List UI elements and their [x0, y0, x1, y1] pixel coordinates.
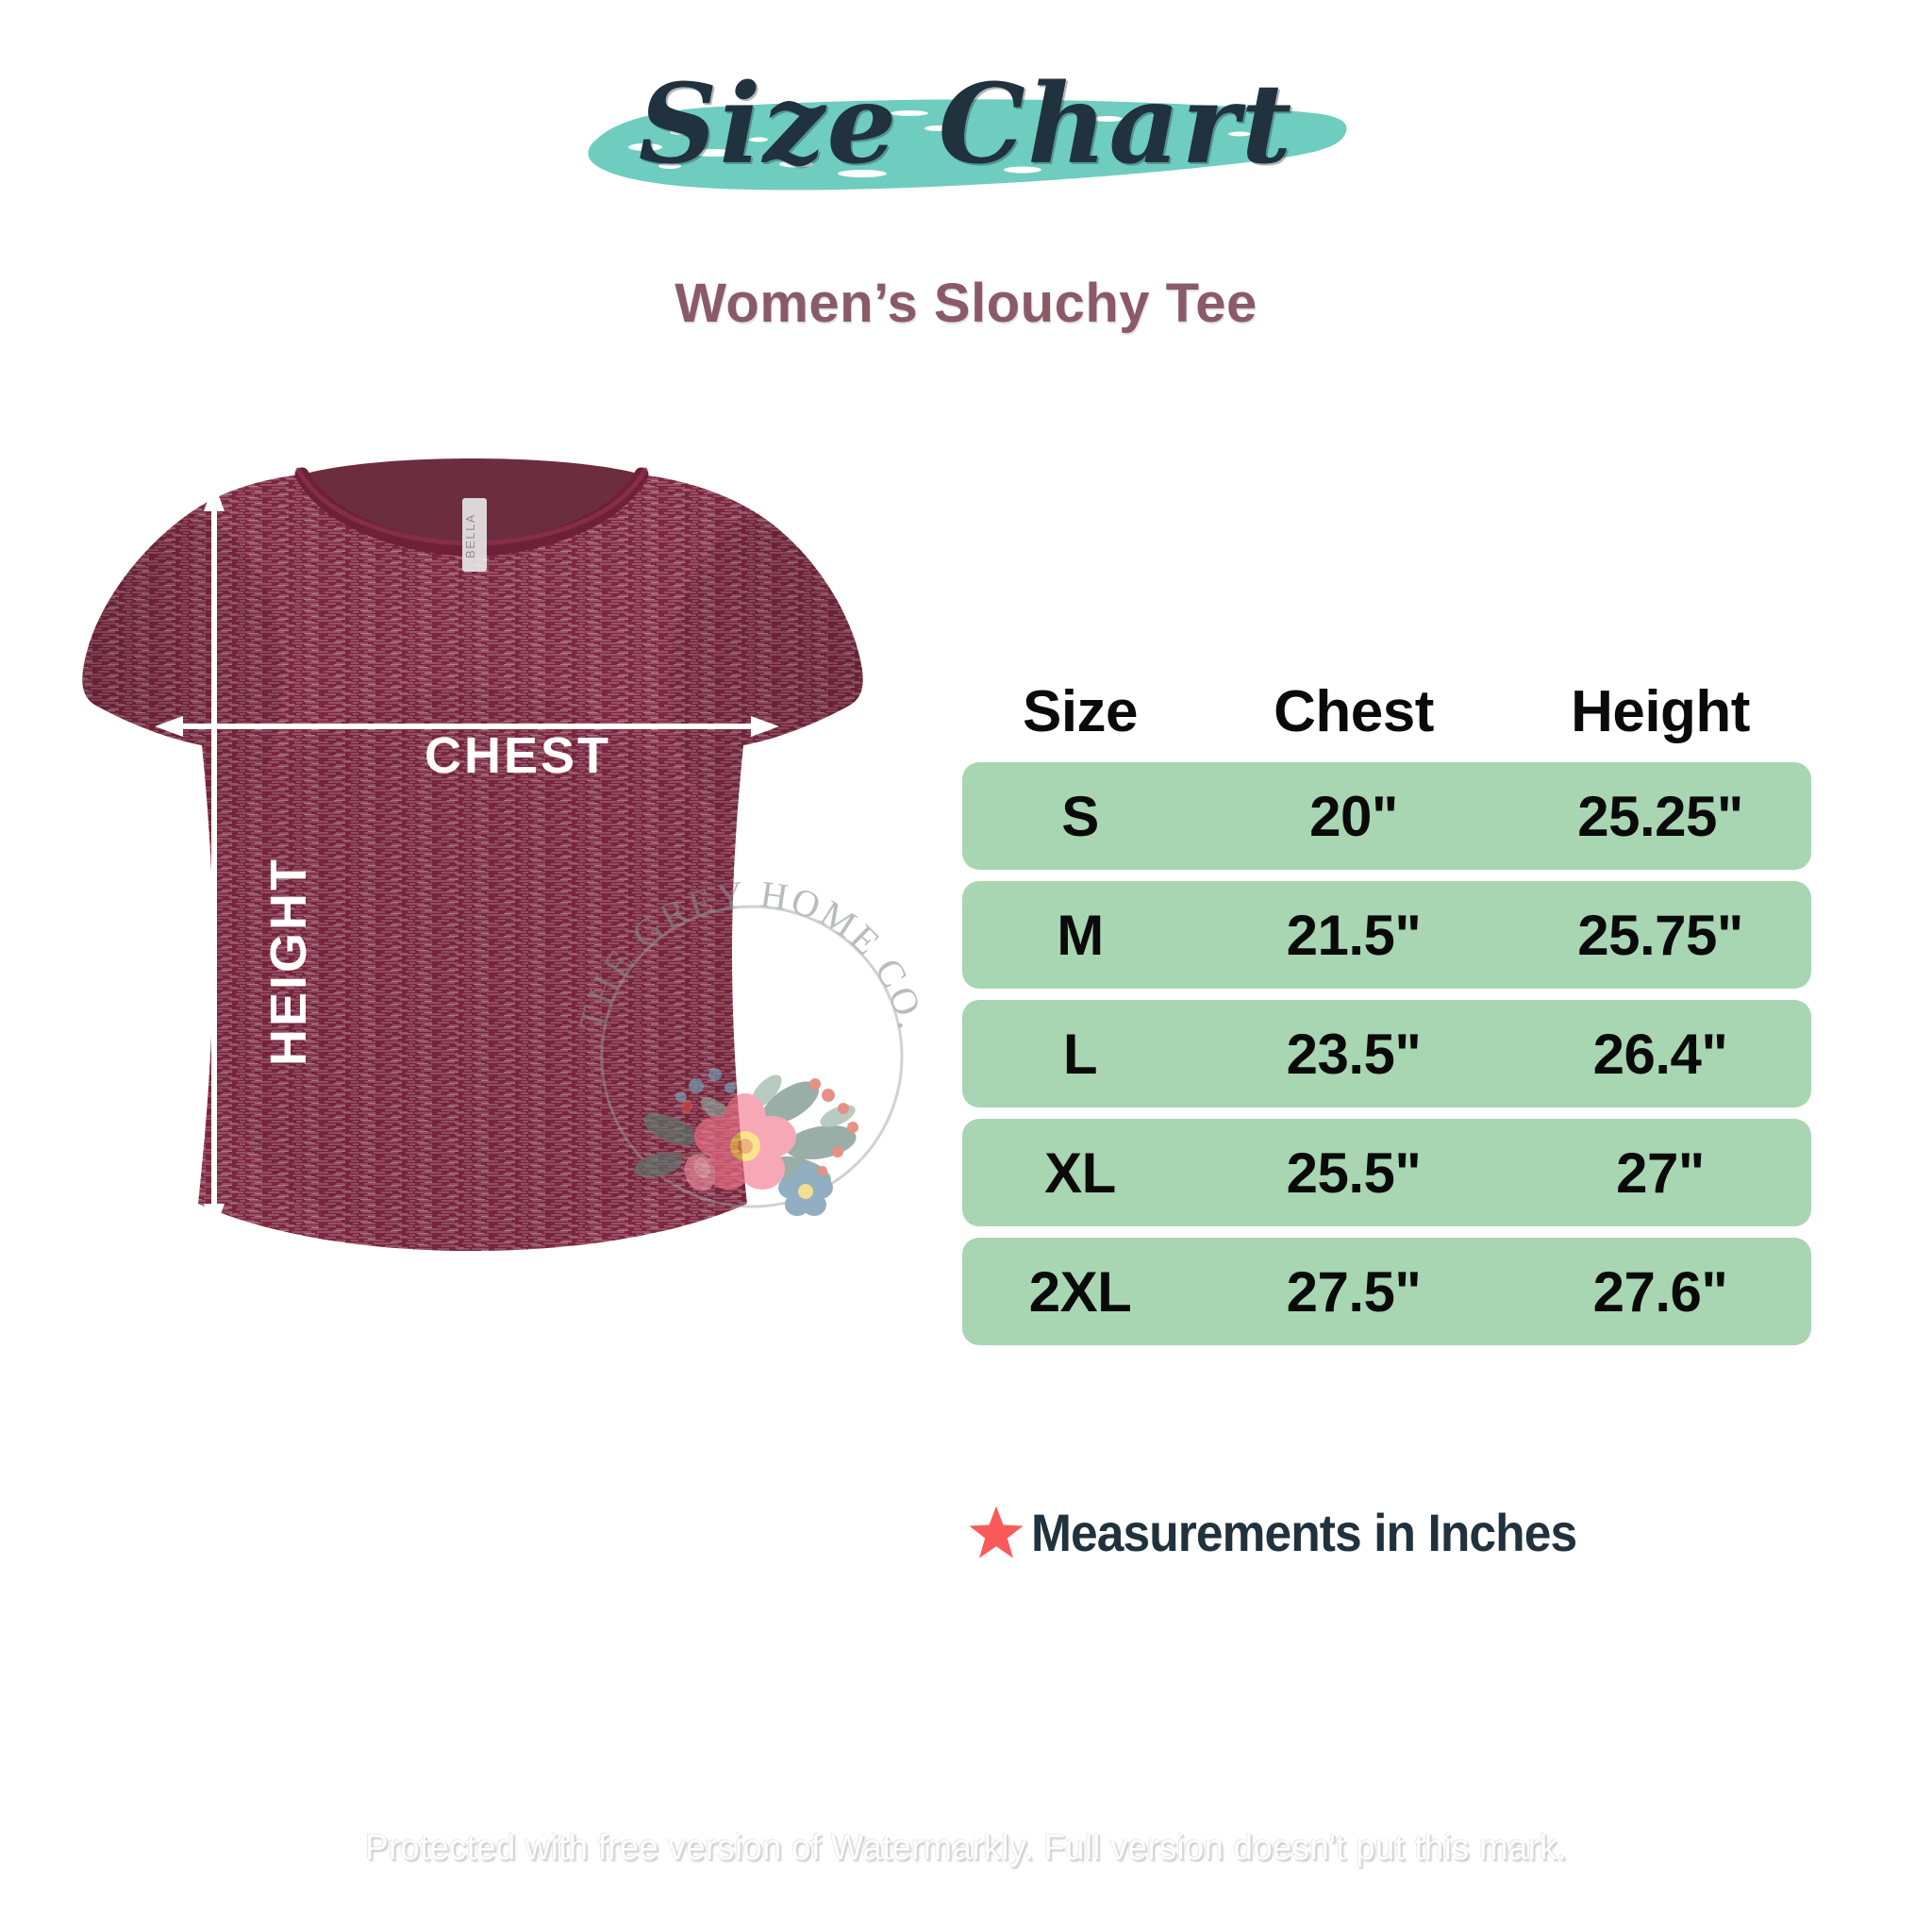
cell-chest: 25.5" — [1286, 1141, 1422, 1205]
measurements-note-text: Measurements in Inches — [1031, 1503, 1577, 1562]
cell-chest: 27.5" — [1286, 1259, 1422, 1324]
cell-height: 25.25" — [1577, 784, 1743, 848]
cell-chest: 23.5" — [1286, 1022, 1422, 1086]
cell-chest: 20" — [1309, 784, 1398, 848]
header: Size Chart Women’s Slouchy Tee — [0, 0, 1932, 358]
svg-text:THE GREY HOME CO.: THE GREY HOME CO. — [577, 882, 926, 1035]
cell-size: 2XL — [1028, 1259, 1132, 1324]
cell-size: M — [1057, 903, 1104, 967]
table-row: S 20" 25.25" — [962, 762, 1811, 870]
cell-height: 26.4" — [1592, 1022, 1728, 1086]
table-row: XL 25.5" 27" — [962, 1119, 1811, 1226]
brush-stroke-banner — [579, 91, 1353, 218]
cell-chest: 21.5" — [1286, 903, 1422, 967]
floral-bouquet-icon — [634, 1068, 858, 1216]
cell-height: 25.75" — [1577, 903, 1743, 967]
column-header-chest: Chest — [1274, 678, 1434, 744]
table-row: M 21.5" 25.75" — [962, 881, 1811, 989]
watermark-logo: THE GREY HOME CO. — [577, 882, 926, 1231]
watermarkly-notice: Protected with free version of Watermark… — [364, 1828, 1568, 1868]
table-header-row: Size Chest Height — [962, 660, 1811, 762]
star-icon — [969, 1505, 1024, 1558]
cell-size: XL — [1044, 1141, 1116, 1205]
column-header-size: Size — [1022, 678, 1139, 744]
size-table: Size Chest Height S 20" 25.25" M 21.5" 2… — [962, 660, 1811, 1357]
page-title: Size Chart — [638, 60, 1294, 189]
height-measure-label: HEIGHT — [260, 856, 317, 1066]
chest-measure-label: CHEST — [425, 727, 612, 784]
svg-text:BELLA: BELLA — [463, 513, 477, 558]
page-subtitle: Women’s Slouchy Tee — [675, 273, 1257, 334]
table-row: L 23.5" 26.4" — [962, 1000, 1811, 1108]
brand-tag: BELLA — [462, 498, 487, 572]
cell-height: 27" — [1616, 1141, 1705, 1205]
cell-size: S — [1061, 784, 1099, 848]
cell-height: 27.6" — [1592, 1259, 1728, 1324]
measurements-note: Measurements in Inches — [967, 1502, 1624, 1563]
cell-size: L — [1062, 1022, 1098, 1086]
table-row: 2XL 27.5" 27.6" — [962, 1238, 1811, 1345]
column-header-height: Height — [1571, 678, 1750, 744]
